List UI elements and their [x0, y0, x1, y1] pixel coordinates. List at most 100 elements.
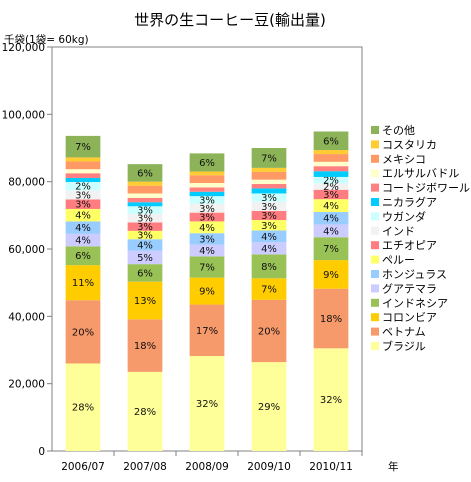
data-label: 3% — [199, 234, 215, 245]
bar-segment — [251, 362, 287, 451]
data-label: 3% — [137, 206, 153, 217]
data-label: 4% — [261, 232, 277, 243]
bar-segment — [127, 239, 163, 251]
legend-label: ペルー — [382, 254, 415, 267]
bar-segment — [313, 199, 349, 212]
bar-segment — [127, 371, 163, 451]
legend-swatch — [371, 183, 379, 192]
data-label: 13% — [134, 296, 156, 307]
bar-segment — [127, 250, 163, 265]
data-label: 4% — [75, 223, 91, 234]
legend-label: グアテマラ — [382, 281, 437, 295]
data-label: 4% — [323, 201, 339, 212]
bar-segment — [313, 176, 349, 184]
bar-segment — [189, 304, 225, 357]
legend-swatch — [371, 140, 379, 149]
legend-label: インド — [382, 225, 415, 238]
data-label: 32% — [320, 395, 342, 406]
bar-segment — [189, 171, 225, 176]
bar-segment — [313, 224, 349, 238]
legend-label: ベトナム — [382, 326, 426, 339]
bar-segment — [65, 265, 101, 301]
legend-label: コスタリカ — [382, 138, 437, 151]
data-label: 3% — [261, 193, 277, 204]
data-label: 6% — [75, 251, 91, 262]
y-tick-label: 60,000 — [8, 244, 45, 256]
bar-segment — [189, 212, 225, 222]
data-label: 3% — [137, 222, 153, 233]
bar-segment — [189, 221, 225, 234]
bar-segment — [189, 196, 225, 204]
data-label: 7% — [199, 263, 215, 274]
bar-segment — [189, 191, 225, 197]
bar-segment — [65, 169, 101, 174]
bar-segment — [127, 230, 163, 240]
bar-segment — [251, 254, 287, 279]
x-axis-label: 年 — [388, 460, 399, 473]
bar-segment — [251, 148, 287, 168]
bar-segment — [313, 150, 349, 155]
data-label: 11% — [72, 278, 94, 289]
data-label: 4% — [199, 223, 215, 234]
bar-segment — [189, 183, 225, 188]
bar-segment — [251, 201, 287, 211]
bar-segment — [189, 203, 225, 213]
y-tick-label: 20,000 — [8, 379, 45, 391]
data-label: 18% — [134, 341, 156, 352]
x-tick-label: 2008/09 — [185, 461, 229, 473]
bar-segment — [189, 153, 225, 172]
data-label: 18% — [320, 314, 342, 325]
y-tick-label: 0 — [38, 446, 45, 458]
legend-label: ニカラグア — [382, 195, 437, 209]
bar-segment — [189, 233, 225, 245]
bar-segment — [251, 299, 287, 363]
data-label: 3% — [199, 196, 215, 207]
data-label: 4% — [199, 246, 215, 257]
data-label: 6% — [199, 158, 215, 169]
data-label: 2% — [323, 182, 339, 193]
data-label: 9% — [199, 287, 215, 298]
data-label: 5% — [137, 253, 153, 264]
bar-segment — [313, 237, 349, 261]
data-label: 4% — [75, 236, 91, 247]
bar-segment — [313, 348, 349, 451]
legend-swatch — [371, 241, 379, 250]
data-label: 7% — [323, 244, 339, 255]
x-tick-label: 2010/11 — [309, 461, 353, 473]
legend-swatch — [371, 169, 379, 178]
bar-segment — [251, 167, 287, 172]
data-label: 6% — [137, 168, 153, 179]
bar-segment — [127, 206, 163, 214]
data-label: 3% — [137, 231, 153, 242]
legend: その他コスタリカメキシコエルサルバドルコートジボワールニカラグアウガンダインドエ… — [371, 124, 470, 353]
chart-title: 世界の生コーヒー豆(輸出量) — [134, 11, 326, 29]
data-label: 4% — [75, 211, 91, 222]
data-label: 2% — [323, 176, 339, 187]
bar-segment — [251, 184, 287, 189]
legend-label: インドネシア — [382, 297, 448, 310]
data-label: 3% — [261, 202, 277, 213]
bar-segment — [313, 154, 349, 162]
data-label: 9% — [323, 270, 339, 281]
data-label: 3% — [261, 221, 277, 232]
legend-swatch — [371, 212, 379, 221]
bar-segment — [127, 193, 163, 198]
bar-segment — [127, 202, 163, 207]
y-tick-label: 120,000 — [2, 42, 45, 54]
legend-swatch — [371, 298, 379, 307]
bar-segment — [65, 300, 101, 364]
data-label: 8% — [261, 262, 277, 273]
bar-segment — [251, 188, 287, 194]
bar-segment — [251, 242, 287, 255]
legend-swatch — [371, 342, 379, 350]
bar-segment — [251, 171, 287, 180]
data-label: 3% — [323, 190, 339, 201]
bar-segment — [65, 190, 101, 200]
bar-segment — [65, 161, 101, 170]
bar-segment — [313, 131, 349, 151]
bar-segment — [189, 187, 225, 192]
bar-segment — [313, 183, 349, 190]
data-label: 29% — [258, 402, 280, 413]
legend-swatch — [371, 226, 379, 235]
